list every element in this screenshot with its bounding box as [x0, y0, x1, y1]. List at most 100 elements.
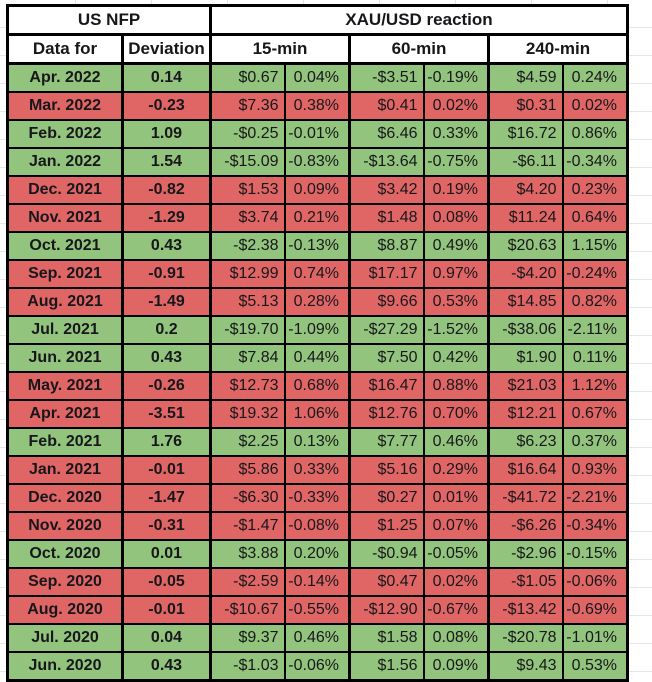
- cell-60min-usd[interactable]: $0.27: [348, 483, 425, 513]
- cell-15min-pct[interactable]: -0.08%: [284, 511, 351, 541]
- cell-deviation[interactable]: -0.26: [121, 371, 212, 401]
- cell-240min-usd[interactable]: $4.20: [487, 175, 564, 205]
- cell-240min-pct[interactable]: 0.86%: [562, 119, 629, 149]
- cell-60min-pct[interactable]: -1.52%: [423, 315, 490, 345]
- cell-240min-usd[interactable]: -$38.06: [487, 315, 564, 345]
- cell-240min-pct[interactable]: -0.15%: [562, 539, 629, 569]
- cell-15min-usd[interactable]: $19.32: [209, 399, 286, 429]
- cell-deviation[interactable]: 0.43: [121, 343, 212, 373]
- cell-240min-pct[interactable]: -0.34%: [562, 511, 629, 541]
- cell-15min-pct[interactable]: 0.44%: [284, 343, 351, 373]
- cell-15min-pct[interactable]: 0.68%: [284, 371, 351, 401]
- cell-month[interactable]: Jan. 2021: [6, 455, 124, 485]
- cell-240min-pct[interactable]: 0.64%: [562, 203, 629, 233]
- cell-60min-pct[interactable]: 0.97%: [423, 259, 490, 289]
- cell-deviation[interactable]: -0.05: [121, 567, 212, 597]
- cell-60min-pct[interactable]: 0.07%: [423, 511, 490, 541]
- cell-month[interactable]: Nov. 2021: [6, 203, 124, 233]
- cell-deviation[interactable]: 1.09: [121, 119, 212, 149]
- cell-month[interactable]: Oct. 2021: [6, 231, 124, 261]
- cell-60min-pct[interactable]: -0.05%: [423, 539, 490, 569]
- cell-60min-pct[interactable]: 0.46%: [423, 427, 490, 457]
- cell-15min-pct[interactable]: -0.13%: [284, 231, 351, 261]
- cell-60min-pct[interactable]: 0.09%: [423, 651, 490, 682]
- cell-240min-usd[interactable]: -$6.26: [487, 511, 564, 541]
- cell-60min-usd[interactable]: $5.16: [348, 455, 425, 485]
- cell-240min-usd[interactable]: $9.43: [487, 651, 564, 682]
- cell-month[interactable]: Jul. 2021: [6, 315, 124, 345]
- cell-month[interactable]: Dec. 2020: [6, 483, 124, 513]
- col-header-15min[interactable]: 15-min: [209, 33, 351, 65]
- cell-deviation[interactable]: -0.23: [121, 91, 212, 121]
- cell-60min-pct[interactable]: -0.67%: [423, 595, 490, 625]
- cell-60min-pct[interactable]: 0.08%: [423, 203, 490, 233]
- cell-deviation[interactable]: -0.82: [121, 175, 212, 205]
- cell-60min-usd[interactable]: $1.58: [348, 623, 425, 653]
- cell-240min-usd[interactable]: -$6.11: [487, 147, 564, 177]
- cell-240min-pct[interactable]: -0.34%: [562, 147, 629, 177]
- cell-60min-pct[interactable]: -0.75%: [423, 147, 490, 177]
- header-xauusd-reaction[interactable]: XAU/USD reaction: [209, 4, 629, 36]
- cell-60min-usd[interactable]: $1.25: [348, 511, 425, 541]
- cell-240min-usd[interactable]: -$41.72: [487, 483, 564, 513]
- cell-month[interactable]: Feb. 2021: [6, 427, 124, 457]
- cell-60min-usd[interactable]: $1.56: [348, 651, 425, 682]
- cell-240min-usd[interactable]: $1.90: [487, 343, 564, 373]
- cell-240min-usd[interactable]: -$2.96: [487, 539, 564, 569]
- cell-15min-pct[interactable]: 0.33%: [284, 455, 351, 485]
- cell-month[interactable]: Mar. 2022: [6, 91, 124, 121]
- cell-15min-usd[interactable]: -$10.67: [209, 595, 286, 625]
- cell-60min-pct[interactable]: 0.33%: [423, 119, 490, 149]
- cell-240min-pct[interactable]: 0.23%: [562, 175, 629, 205]
- cell-60min-usd[interactable]: $17.17: [348, 259, 425, 289]
- cell-15min-usd[interactable]: $7.84: [209, 343, 286, 373]
- cell-15min-usd[interactable]: $12.73: [209, 371, 286, 401]
- cell-240min-pct[interactable]: -2.11%: [562, 315, 629, 345]
- cell-240min-pct[interactable]: 0.37%: [562, 427, 629, 457]
- cell-240min-usd[interactable]: $4.59: [487, 62, 564, 93]
- cell-240min-usd[interactable]: -$1.05: [487, 567, 564, 597]
- cell-15min-usd[interactable]: $0.67: [209, 62, 286, 93]
- cell-month[interactable]: Aug. 2020: [6, 595, 124, 625]
- cell-60min-pct[interactable]: 0.19%: [423, 175, 490, 205]
- cell-month[interactable]: Oct. 2020: [6, 539, 124, 569]
- cell-15min-pct[interactable]: 0.20%: [284, 539, 351, 569]
- cell-60min-pct[interactable]: 0.02%: [423, 91, 490, 121]
- cell-60min-usd[interactable]: $8.87: [348, 231, 425, 261]
- cell-15min-usd[interactable]: $5.86: [209, 455, 286, 485]
- cell-60min-pct[interactable]: 0.08%: [423, 623, 490, 653]
- cell-60min-usd[interactable]: -$0.94: [348, 539, 425, 569]
- cell-60min-pct[interactable]: 0.70%: [423, 399, 490, 429]
- cell-240min-pct[interactable]: -0.06%: [562, 567, 629, 597]
- cell-60min-usd[interactable]: $0.47: [348, 567, 425, 597]
- cell-month[interactable]: Feb. 2022: [6, 119, 124, 149]
- cell-deviation[interactable]: -1.47: [121, 483, 212, 513]
- cell-240min-usd[interactable]: -$4.20: [487, 259, 564, 289]
- cell-month[interactable]: Apr. 2021: [6, 399, 124, 429]
- cell-15min-usd[interactable]: -$0.25: [209, 119, 286, 149]
- cell-15min-pct[interactable]: 0.21%: [284, 203, 351, 233]
- cell-240min-usd[interactable]: $16.64: [487, 455, 564, 485]
- cell-60min-usd[interactable]: $7.50: [348, 343, 425, 373]
- cell-deviation[interactable]: 0.04: [121, 623, 212, 653]
- cell-month[interactable]: May. 2021: [6, 371, 124, 401]
- cell-month[interactable]: Apr. 2022: [6, 62, 124, 93]
- cell-deviation[interactable]: 0.43: [121, 651, 212, 682]
- cell-240min-usd[interactable]: $14.85: [487, 287, 564, 317]
- cell-15min-usd[interactable]: $7.36: [209, 91, 286, 121]
- cell-240min-pct[interactable]: -1.01%: [562, 623, 629, 653]
- cell-deviation[interactable]: -0.91: [121, 259, 212, 289]
- cell-60min-usd[interactable]: $3.42: [348, 175, 425, 205]
- cell-15min-pct[interactable]: 1.06%: [284, 399, 351, 429]
- cell-60min-pct[interactable]: 0.88%: [423, 371, 490, 401]
- cell-60min-pct[interactable]: 0.53%: [423, 287, 490, 317]
- cell-240min-usd[interactable]: $12.21: [487, 399, 564, 429]
- cell-15min-pct[interactable]: -0.83%: [284, 147, 351, 177]
- cell-month[interactable]: Nov. 2020: [6, 511, 124, 541]
- cell-60min-pct[interactable]: 0.29%: [423, 455, 490, 485]
- cell-60min-usd[interactable]: $16.47: [348, 371, 425, 401]
- cell-60min-usd[interactable]: $7.77: [348, 427, 425, 457]
- cell-60min-usd[interactable]: $9.66: [348, 287, 425, 317]
- col-header-60min[interactable]: 60-min: [348, 33, 490, 65]
- cell-15min-usd[interactable]: $3.74: [209, 203, 286, 233]
